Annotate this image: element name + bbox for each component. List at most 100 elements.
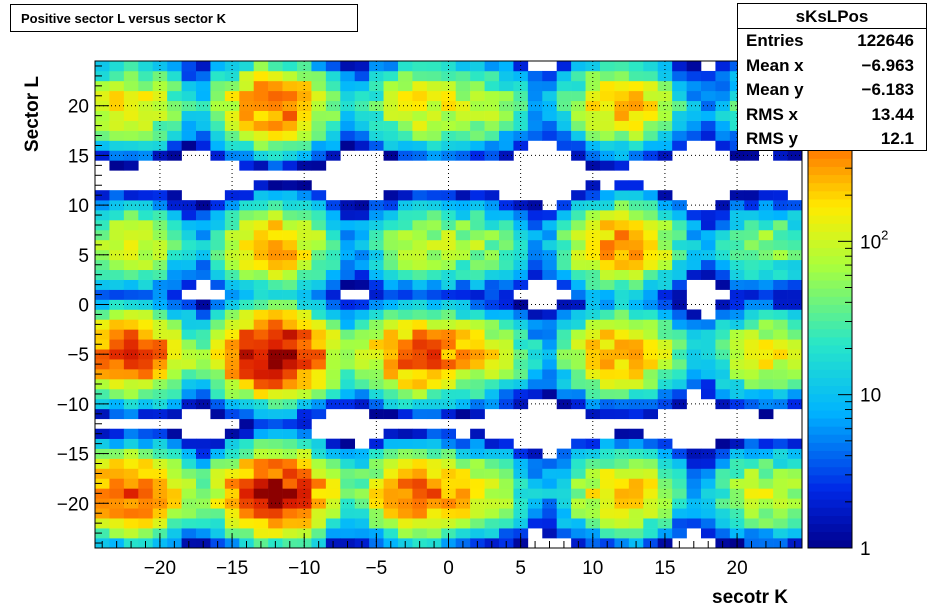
heatmap-cell — [701, 100, 716, 111]
heatmap-cell — [672, 508, 687, 519]
heatmap-cell — [715, 100, 731, 111]
heatmap-cell — [527, 210, 543, 221]
heatmap-cell — [95, 239, 110, 251]
heatmap-cell — [701, 90, 716, 102]
heatmap-cell — [210, 488, 226, 499]
heatmap-cell — [152, 150, 168, 161]
colorbar-band — [808, 345, 852, 354]
heatmap-cell — [282, 269, 298, 280]
heatmap-cell — [412, 130, 428, 141]
heatmap-cell — [311, 458, 327, 469]
heatmap-cell — [527, 369, 543, 380]
heatmap-cell — [268, 438, 283, 449]
heatmap-cell — [527, 120, 543, 131]
colorbar-band — [808, 255, 852, 265]
heatmap-cell — [455, 110, 471, 121]
heatmap-cell — [167, 100, 182, 111]
heatmap-cell — [282, 80, 298, 92]
heatmap-cell — [210, 309, 226, 320]
heatmap-cell — [224, 339, 240, 350]
heatmap-cell — [311, 448, 327, 459]
heatmap-cell — [354, 269, 370, 280]
heatmap-cell — [542, 488, 558, 499]
heatmap-cell — [383, 229, 399, 241]
heatmap-cell — [109, 120, 125, 131]
x-tick-label: 0 — [443, 558, 454, 579]
heatmap-cell — [181, 448, 197, 459]
heatmap-cell — [253, 140, 269, 151]
heatmap-cell — [556, 70, 572, 82]
heatmap-cell — [412, 259, 428, 271]
heatmap-cell — [167, 309, 182, 320]
heatmap-cell — [556, 249, 572, 261]
heatmap-cell — [268, 468, 283, 479]
heatmap-cell — [311, 220, 327, 231]
heatmap-cell — [672, 329, 687, 340]
heatmap-cell — [484, 379, 500, 390]
heatmap-cell — [499, 140, 514, 151]
heatmap-cell — [398, 349, 413, 360]
heatmap-cell — [600, 90, 615, 102]
heatmap-cell — [181, 200, 197, 211]
heatmap-cell — [325, 61, 341, 72]
heatmap-cell — [109, 90, 125, 102]
heatmap-cell — [426, 130, 442, 141]
heatmap-cell — [123, 528, 139, 539]
heatmap-cell — [470, 140, 485, 151]
heatmap-cell — [138, 408, 154, 420]
heatmap-cell — [109, 438, 125, 449]
heatmap-cell — [441, 259, 457, 271]
heatmap-cell — [340, 130, 356, 141]
heatmap-cell — [470, 398, 485, 410]
heatmap-cell — [383, 329, 399, 340]
heatmap-cell — [484, 359, 500, 370]
heatmap-cell — [398, 408, 413, 420]
heatmap-cell — [354, 369, 370, 380]
heatmap-cell — [311, 319, 327, 330]
heatmap-cell — [210, 100, 226, 111]
heatmap-cell — [95, 319, 110, 330]
heatmap-cell — [95, 130, 110, 141]
heatmap-cell — [686, 349, 702, 360]
heatmap-cell — [253, 110, 269, 121]
heatmap-cell — [787, 498, 803, 509]
heatmap-cell — [268, 259, 283, 271]
heatmap-cell — [383, 518, 399, 529]
heatmap-cell — [325, 498, 341, 509]
heatmap-cell — [600, 369, 615, 380]
heatmap-cell — [657, 61, 673, 72]
heatmap-cell — [715, 379, 731, 390]
heatmap-cell — [614, 269, 630, 280]
heatmap-cell — [715, 249, 731, 261]
heatmap-cell — [354, 488, 370, 499]
heatmap-cell — [426, 110, 442, 121]
heatmap-cell — [773, 279, 788, 290]
heatmap-cell — [253, 299, 269, 310]
heatmap-cell — [253, 528, 269, 539]
heatmap-cell — [455, 458, 471, 469]
heatmap-cell — [325, 508, 341, 519]
heatmap-cell — [455, 478, 471, 489]
heatmap-cell — [499, 150, 514, 161]
y-tick-label: 15 — [68, 146, 89, 167]
heatmap-cell — [499, 110, 514, 121]
heatmap-cell — [744, 259, 760, 271]
heatmap-cell — [556, 369, 572, 380]
heatmap-cell — [686, 90, 702, 102]
heatmap-cell — [297, 339, 312, 350]
heatmap-cell — [600, 229, 615, 241]
heatmap-cell — [527, 90, 543, 102]
heatmap-cell — [614, 448, 630, 459]
heatmap-cell — [643, 508, 659, 519]
heatmap-cell — [484, 388, 500, 400]
heatmap-cell — [686, 508, 702, 519]
heatmap-cell — [398, 249, 413, 261]
heatmap-cell — [167, 488, 182, 499]
heatmap-cell — [643, 259, 659, 271]
heatmap-cell — [499, 369, 514, 380]
heatmap-cell — [138, 319, 154, 330]
colorbar-band — [808, 401, 852, 411]
heatmap-cell — [311, 528, 327, 539]
heatmap-cell — [181, 239, 197, 251]
heatmap-cell — [325, 448, 341, 459]
